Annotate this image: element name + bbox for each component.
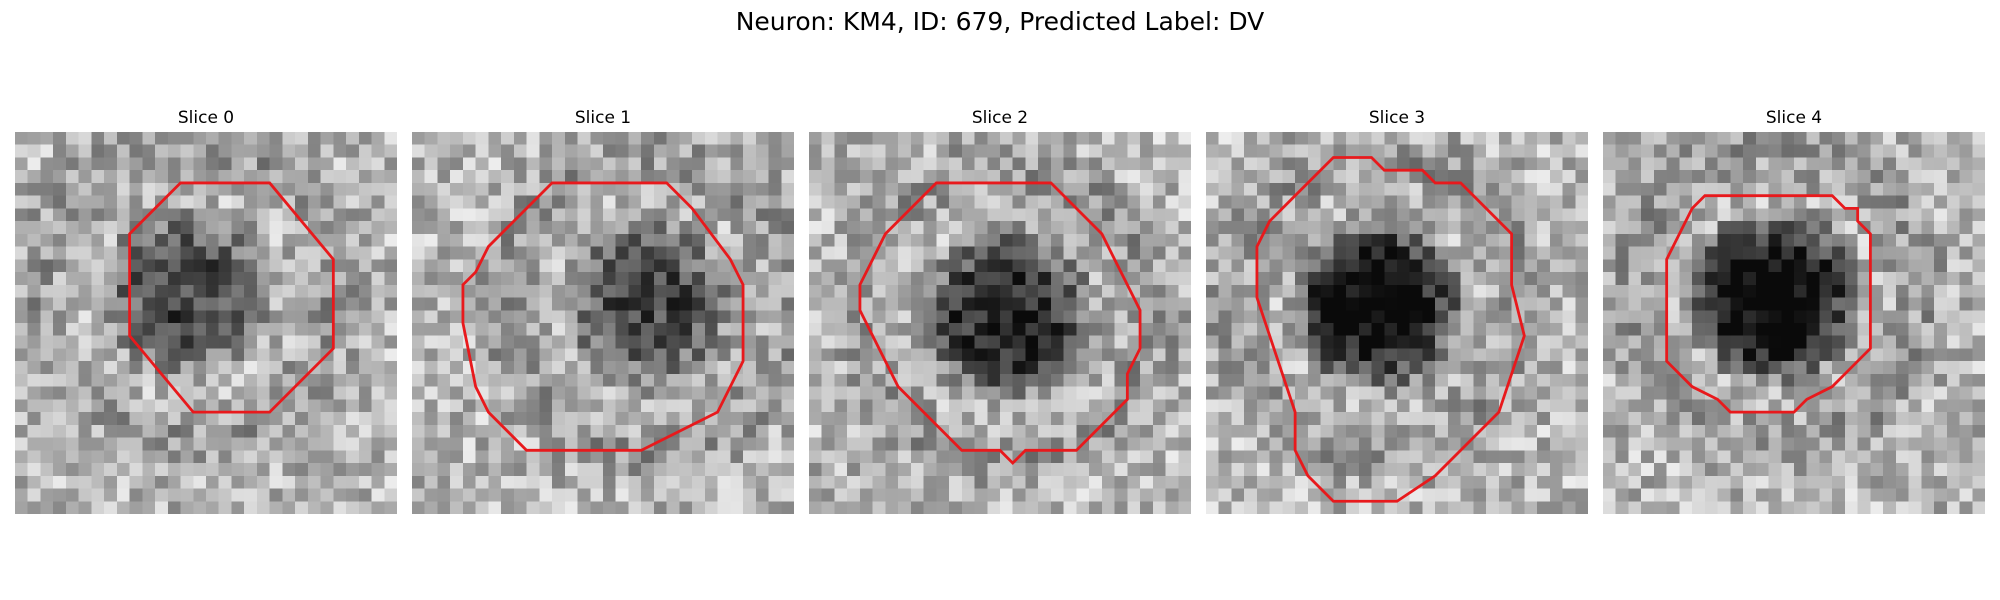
figure-title: Neuron: KM4, ID: 679, Predicted Label: D… (735, 7, 1265, 36)
slice-panel-0: Slice 0 (15, 106, 397, 514)
roi-contour-1 (461, 181, 745, 452)
slice-panel-4: Slice 4 (1603, 106, 1985, 514)
slice-image-1 (412, 132, 794, 514)
slice-panel-3: Slice 3 (1206, 106, 1588, 514)
pixel-grid-4 (1603, 132, 1985, 514)
pixel-grid-0 (15, 132, 397, 514)
roi-contour-0 (128, 181, 335, 414)
slice-panel-1: Slice 1 (412, 106, 794, 514)
roi-contour-4 (1665, 194, 1872, 414)
pixel-grid-2 (809, 132, 1191, 514)
slice-image-4 (1603, 132, 1985, 514)
slice-title-1: Slice 1 (574, 108, 632, 128)
slice-panel-2: Slice 2 (809, 106, 1191, 514)
slice-image-3 (1206, 132, 1588, 514)
roi-contour-2 (858, 181, 1142, 466)
pixel-grid-3 (1206, 132, 1588, 514)
slice-title-4: Slice 4 (1765, 108, 1823, 128)
slice-image-2 (809, 132, 1191, 514)
pixel-grid-1 (412, 132, 794, 514)
slice-title-2: Slice 2 (971, 108, 1029, 128)
slice-image-0 (15, 132, 397, 514)
roi-contour-3 (1255, 156, 1526, 503)
slice-title-3: Slice 3 (1368, 108, 1426, 128)
slice-title-0: Slice 0 (177, 108, 235, 128)
